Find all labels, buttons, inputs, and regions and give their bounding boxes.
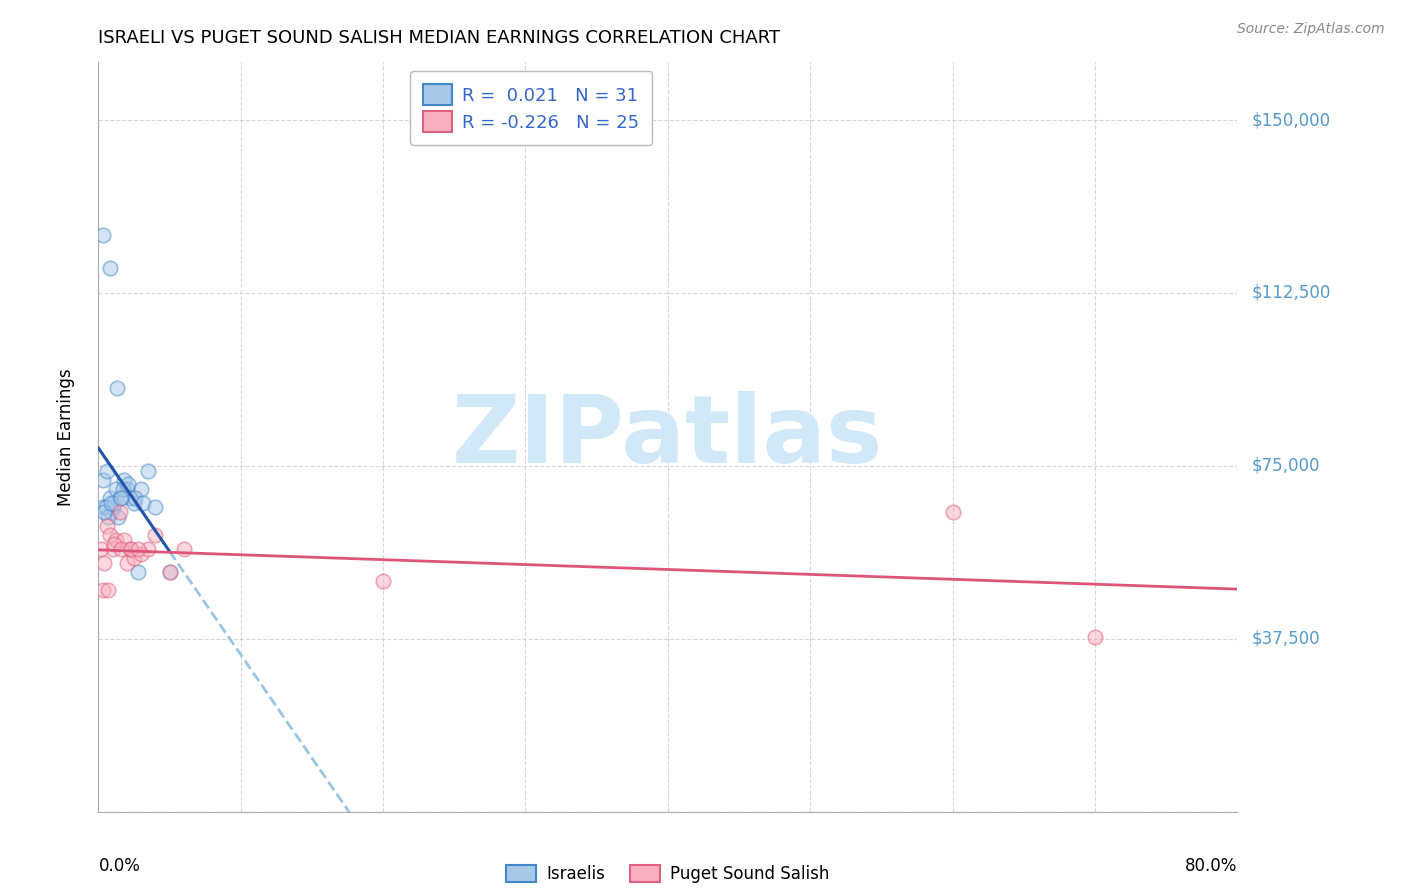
Point: [91, 228, 114, 243]
Point: [122, 496, 145, 510]
Point: [118, 541, 141, 556]
Text: ISRAELI VS PUGET SOUND SALISH MEDIAN EARNINGS CORRELATION CHART: ISRAELI VS PUGET SOUND SALISH MEDIAN EAR…: [98, 29, 780, 47]
Legend: Israelis, Puget Sound Salish: Israelis, Puget Sound Salish: [499, 858, 837, 889]
Point: [117, 477, 139, 491]
Point: [129, 547, 152, 561]
Point: [111, 482, 134, 496]
Point: [103, 537, 125, 551]
Point: [115, 556, 138, 570]
Point: [96, 519, 118, 533]
Point: [145, 500, 167, 515]
Point: [112, 473, 135, 487]
Point: [105, 380, 128, 394]
Point: [94, 500, 117, 515]
Point: [91, 500, 114, 515]
Point: [97, 509, 120, 524]
Text: Source: ZipAtlas.com: Source: ZipAtlas.com: [1237, 22, 1385, 37]
Point: [100, 496, 122, 510]
Point: [373, 574, 395, 589]
Point: [97, 583, 120, 598]
Point: [104, 482, 127, 496]
Point: [131, 496, 153, 510]
Point: [93, 556, 115, 570]
Text: $37,500: $37,500: [1251, 630, 1320, 648]
Text: 80.0%: 80.0%: [1185, 856, 1237, 875]
Point: [942, 505, 965, 519]
Text: 0.0%: 0.0%: [98, 856, 141, 875]
Point: [104, 533, 127, 547]
Text: $75,000: $75,000: [1251, 457, 1320, 475]
Text: $112,500: $112,500: [1251, 284, 1330, 302]
Point: [91, 473, 114, 487]
Point: [173, 541, 195, 556]
Point: [93, 505, 115, 519]
Point: [159, 565, 181, 579]
Point: [1084, 630, 1107, 644]
Point: [98, 528, 121, 542]
Point: [98, 260, 121, 275]
Text: ZIPatlas: ZIPatlas: [453, 391, 883, 483]
Point: [127, 565, 149, 579]
Point: [145, 528, 167, 542]
Point: [159, 565, 181, 579]
Point: [103, 496, 125, 510]
Point: [108, 491, 131, 505]
Text: $150,000: $150,000: [1251, 112, 1330, 129]
Point: [129, 482, 152, 496]
Point: [112, 533, 135, 547]
Point: [120, 541, 142, 556]
Point: [136, 463, 159, 477]
Point: [118, 491, 141, 505]
Point: [101, 541, 124, 556]
Y-axis label: Median Earnings: Median Earnings: [56, 368, 75, 506]
Point: [107, 509, 129, 524]
Point: [136, 541, 159, 556]
Point: [91, 583, 114, 598]
Point: [110, 541, 132, 556]
Point: [110, 491, 132, 505]
Point: [101, 500, 124, 515]
Point: [98, 491, 121, 505]
Point: [122, 551, 145, 566]
Point: [127, 541, 149, 556]
Point: [108, 505, 131, 519]
Point: [96, 463, 118, 477]
Point: [90, 541, 112, 556]
Point: [100, 505, 122, 519]
Point: [124, 491, 146, 505]
Point: [115, 482, 138, 496]
